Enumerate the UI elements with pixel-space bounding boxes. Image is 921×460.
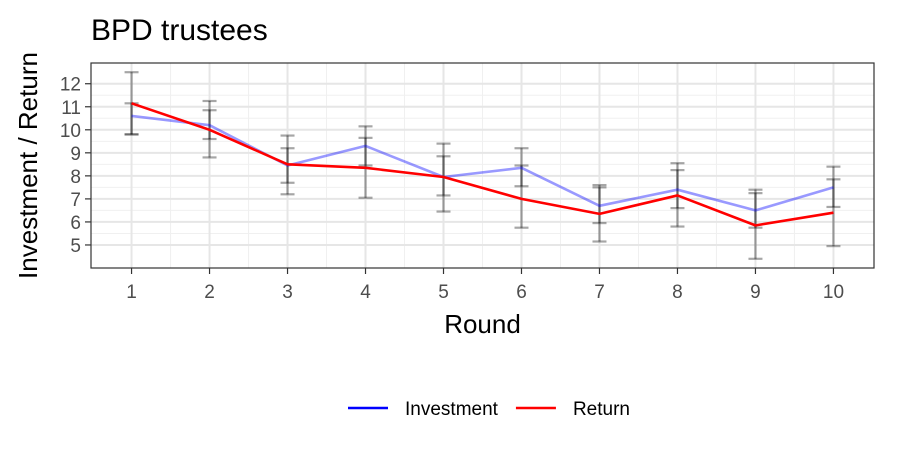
y-tick-label: 7 bbox=[70, 190, 81, 211]
error-bar bbox=[748, 192, 763, 229]
legend-item-return: Return bbox=[515, 399, 630, 420]
error-bar bbox=[358, 136, 373, 167]
x-tick-label: 9 bbox=[750, 282, 761, 303]
series-lines bbox=[131, 102, 834, 227]
x-tick-label: 10 bbox=[823, 282, 844, 303]
error-bar bbox=[358, 125, 373, 199]
legend-label-investment: Investment bbox=[405, 399, 499, 420]
error-bar bbox=[514, 164, 529, 188]
x-tick-label: 3 bbox=[282, 282, 293, 303]
legend: Investment Return bbox=[348, 399, 630, 420]
x-tick-label: 5 bbox=[438, 282, 449, 303]
series-line-investment bbox=[131, 114, 834, 212]
error-bar bbox=[826, 178, 841, 209]
y-tick-label: 8 bbox=[70, 167, 81, 188]
x-tick-label: 8 bbox=[672, 282, 683, 303]
series-line-return bbox=[131, 102, 834, 227]
legend-label-return: Return bbox=[573, 399, 630, 420]
error-bar bbox=[592, 186, 607, 225]
chart-title: BPD trustees bbox=[91, 14, 268, 47]
error-bars bbox=[124, 71, 841, 260]
y-tick-label: 5 bbox=[70, 236, 81, 257]
x-axis: 1 2 3 4 5 6 7 8 9 10 bbox=[126, 268, 844, 303]
error-bar bbox=[826, 165, 841, 248]
x-tick-label: 6 bbox=[516, 282, 527, 303]
y-tick-label: 11 bbox=[61, 98, 81, 119]
y-tick-label: 6 bbox=[70, 213, 81, 234]
legend-item-investment: Investment bbox=[348, 399, 499, 420]
y-tick-label: 10 bbox=[60, 121, 81, 142]
error-bar bbox=[670, 169, 685, 210]
y-tick-label: 12 bbox=[60, 75, 81, 96]
y-tick-label: 9 bbox=[70, 144, 81, 165]
y-axis-label: Investment / Return bbox=[13, 52, 43, 279]
error-bar bbox=[514, 147, 529, 229]
error-bar bbox=[202, 109, 217, 141]
plot-border bbox=[90, 62, 875, 269]
x-tick-label: 4 bbox=[360, 282, 371, 303]
x-tick-label: 7 bbox=[594, 282, 605, 303]
x-axis-label: Round bbox=[444, 309, 521, 339]
x-tick-label: 2 bbox=[204, 282, 215, 303]
x-tick-label: 1 bbox=[126, 282, 137, 303]
